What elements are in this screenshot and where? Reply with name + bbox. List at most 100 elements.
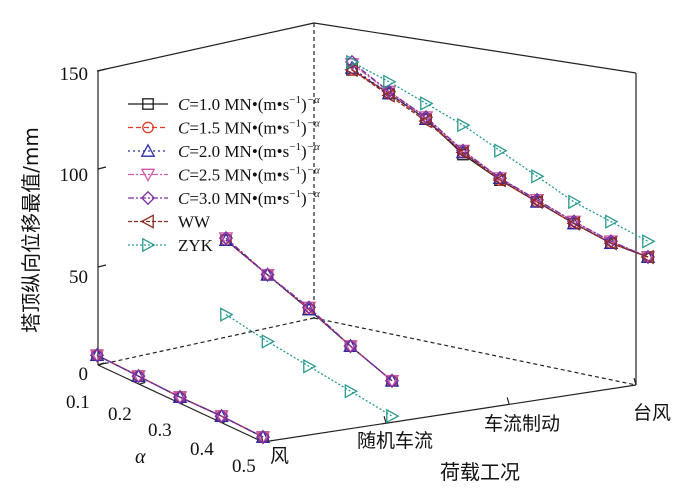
- xtick-random-traffic: 随机车流: [357, 430, 433, 452]
- xtick-wind: 风: [270, 446, 289, 467]
- series-6-point-台风-3: [457, 117, 471, 133]
- cat-tick-mark-2: [506, 397, 510, 405]
- series-6: [220, 54, 656, 424]
- alpha-tick-0.1: 0.1: [66, 392, 90, 413]
- series-6-point-台风-8: [642, 234, 656, 249]
- series-3-point-随机车流-2: [301, 301, 317, 316]
- series-4-point-台风-4: [492, 171, 508, 186]
- series-5-point-台风-8: [640, 249, 654, 265]
- series-4-point-台风-7: [603, 234, 619, 249]
- series-3-point-随机车流-0: [218, 232, 234, 246]
- cat-tick-mark-1: [383, 416, 387, 424]
- series-1-line-随机车流: [225, 239, 393, 382]
- series-2-line-风: [96, 354, 264, 438]
- series-4: [89, 54, 656, 445]
- series-4-point-台风-5: [529, 192, 545, 207]
- series-layer: [89, 54, 656, 445]
- series-4-point-风-2: [172, 390, 188, 405]
- series-1: [91, 64, 654, 443]
- series-3-point-风-2: [172, 391, 188, 405]
- legend-label-0: C=1.0 MN•(m•s−1)−α: [178, 94, 320, 114]
- legend-label-6: ZYK: [178, 236, 214, 255]
- series-3-point-随机车流-4: [384, 374, 400, 389]
- series-4-line-风: [96, 354, 264, 438]
- alpha-tick-mark-0: [97, 362, 105, 366]
- y-tick-mark-2: [97, 166, 107, 170]
- legend-label-5: WW: [178, 213, 211, 232]
- alpha-axis-label: α: [135, 446, 146, 468]
- box-edge-category-axis: [262, 384, 637, 443]
- series-6-point-台风-7: [605, 214, 619, 229]
- series-4-point-台风-0: [344, 54, 360, 70]
- legend-marker-4: [140, 190, 156, 206]
- ytick-150: 150: [60, 64, 89, 85]
- series-4-point-风-3: [214, 409, 229, 424]
- series-4-point-随机车流-4: [384, 373, 400, 388]
- box-edge-top-right: [313, 22, 637, 74]
- series-1-line-台风: [351, 69, 649, 258]
- legend-label-3: C=2.5 MN•(m•s−1)−α: [178, 165, 320, 185]
- series-3-line-台风: [351, 63, 649, 258]
- series-6-point-随机车流-3: [344, 383, 359, 399]
- series-4-point-台风-6: [566, 214, 582, 229]
- series-6-point-台风-5: [531, 169, 545, 184]
- y-tick-mark-1: [97, 264, 107, 268]
- series-5-point-台风-3: [455, 145, 469, 160]
- alpha-tick-mark-1: [139, 381, 146, 385]
- x-axis-label: 荷载工况: [440, 460, 520, 484]
- legend-marker-6: [142, 237, 156, 253]
- series-3-point-风-0: [89, 349, 105, 363]
- series-4-point-随机车流-0: [218, 231, 234, 246]
- series-4-point-随机车流-1: [260, 267, 275, 282]
- alpha-tick-0.4: 0.4: [190, 439, 214, 460]
- series-3-point-台风-2: [418, 111, 434, 125]
- series-4-point-台风-8: [640, 249, 656, 265]
- series-0: [91, 64, 654, 443]
- series-4-line-台风: [351, 61, 649, 258]
- series-5-point-台风-0: [344, 62, 358, 78]
- series-6-point-随机车流-0: [220, 307, 234, 322]
- legend-marker-5: [140, 214, 154, 229]
- ytick-100: 100: [60, 165, 89, 186]
- axes-box: [96, 22, 637, 443]
- series-5-point-台风-4: [492, 172, 506, 188]
- series-3-point-风-3: [214, 410, 229, 424]
- series-6-point-台风-0: [346, 54, 360, 70]
- legend-marker-3: [140, 168, 156, 183]
- series-6-line-随机车流: [225, 314, 393, 417]
- series-5-point-台风-7: [603, 235, 617, 251]
- series-3-point-台风-1: [381, 85, 397, 100]
- series-6-point-台风-4: [494, 143, 508, 159]
- y-tick-mark-3: [97, 68, 107, 72]
- legend-label-2: C=2.0 MN•(m•s−1)−α: [178, 141, 320, 161]
- series-6-point-台风-2: [420, 96, 434, 111]
- box-edge-back-left: [97, 317, 315, 366]
- series-3-point-台风-8: [640, 251, 656, 265]
- series-3-point-随机车流-1: [260, 268, 275, 283]
- series-3-point-随机车流-3: [343, 340, 358, 354]
- alpha-tick-0.2: 0.2: [108, 404, 132, 425]
- series-4-point-随机车流-3: [343, 339, 358, 354]
- legend: C=1.0 MN•(m•s−1)−α C=1.5 MN•(m•s−1)−α C=2.…: [128, 94, 320, 255]
- ytick-0: 0: [79, 364, 89, 385]
- series-5-point-台风-6: [566, 216, 580, 231]
- legend-marker-2: [140, 143, 156, 157]
- series-5-point-台风-5: [529, 194, 543, 210]
- series-6-point-台风-6: [568, 194, 582, 210]
- series-2: [89, 60, 656, 443]
- series-3: [89, 58, 656, 445]
- legend-marker-0: [142, 98, 154, 110]
- box-edge-top-left: [96, 22, 315, 72]
- box-edge-back-right: [313, 317, 637, 386]
- alpha-tick-0.5: 0.5: [232, 456, 256, 477]
- y-axis-label: 塔顶纵向位移最值/mm: [19, 127, 43, 333]
- legend-marker-1: [142, 121, 154, 134]
- series-3-point-风-4: [255, 431, 271, 445]
- ytick-50: 50: [69, 267, 88, 288]
- legend-label-1: C=1.5 MN•(m•s−1)−α: [178, 118, 320, 138]
- series-6-point-随机车流-2: [303, 359, 317, 374]
- series-6-point-随机车流-1: [261, 334, 276, 349]
- xtick-braking: 车流制动: [484, 413, 560, 435]
- series-3-point-风-1: [131, 370, 146, 384]
